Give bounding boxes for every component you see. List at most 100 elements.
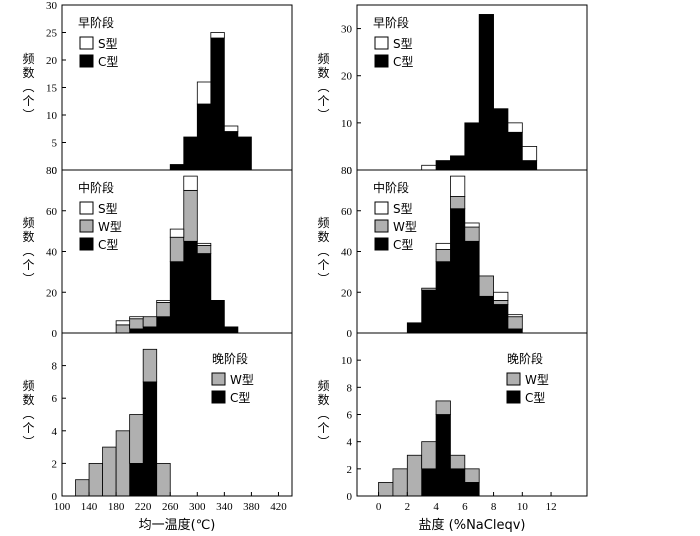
y-tick-label: 20 — [46, 287, 58, 299]
bar-C-6 — [464, 122, 480, 171]
bar-C-5 — [450, 208, 466, 334]
bar-C-4 — [435, 261, 451, 334]
bar-W-240 — [156, 302, 171, 318]
y-tick-label: 30 — [341, 24, 353, 36]
bar-W-280 — [183, 189, 198, 242]
bar-C-260 — [169, 164, 185, 171]
legend-label-W: W型 — [98, 220, 122, 234]
bar-C-280 — [183, 136, 198, 171]
bar-W-5 — [450, 454, 466, 470]
bar-C-4 — [435, 160, 451, 171]
bar-S-5 — [450, 175, 466, 197]
bar-W-4 — [435, 400, 451, 415]
panel-hom-late: 0 2 4 6 8 100 140 180 220 260 300 340 380 420 频数（个） 均一温… — [21, 332, 293, 533]
y-axis-label: 频数（个） — [21, 52, 35, 122]
bar-S-6 — [464, 222, 480, 228]
y-tick-label: 8 — [347, 382, 353, 394]
bar-S-4 — [435, 242, 451, 250]
bar-S-260 — [169, 228, 185, 238]
bar-W-0 — [378, 482, 394, 497]
y-tick-label: 15 — [46, 83, 58, 95]
x-tick-label: 12 — [546, 501, 557, 513]
y-tick-label: 20 — [341, 287, 353, 299]
stage-label: 晚阶段 — [212, 351, 248, 366]
bar-C-340 — [223, 131, 239, 171]
y-axis-label: 频数（个） — [21, 379, 35, 449]
panel-sal-late: 0 2 4 6 8 10 0 2 4 6 8 10 12 频数（个） 盐度 (%NaCleqv) 晚阶段 W型 C… — [316, 332, 588, 533]
legend-label-W: W型 — [230, 373, 254, 387]
y-tick-label: 20 — [46, 55, 58, 67]
stage-label: 早阶段 — [373, 15, 409, 30]
bar-W-200 — [129, 414, 144, 464]
bar-C-10 — [521, 160, 538, 171]
bar-C-5 — [450, 155, 466, 171]
legend-label-C: C型 — [230, 391, 250, 405]
bar-W-180 — [115, 324, 131, 334]
y-tick-label: 60 — [46, 206, 58, 218]
bar-S-300 — [196, 242, 212, 246]
y-tick-label: 0 — [347, 491, 353, 503]
legend-swatch-C — [79, 237, 94, 251]
x-tick-label: 380 — [243, 501, 260, 513]
bar-C-5 — [450, 468, 466, 497]
bar-C-4 — [435, 414, 451, 497]
bar-W-240 — [156, 462, 171, 497]
y-tick-label: 6 — [52, 393, 58, 405]
x-tick-label: 340 — [216, 501, 233, 513]
bar-W-220 — [142, 316, 158, 328]
bar-S-3 — [421, 164, 437, 171]
bar-S-320 — [210, 32, 225, 39]
y-tick-label: 10 — [341, 355, 353, 367]
bar-W-200 — [129, 318, 144, 330]
y-tick-label: 40 — [46, 247, 58, 259]
bar-C-7 — [478, 14, 494, 171]
legend-label-S: S型 — [393, 37, 413, 51]
bar-C-6 — [464, 482, 480, 497]
x-tick-label: 0 — [376, 501, 382, 513]
legend-swatch-C — [211, 390, 226, 404]
bar-W-8 — [493, 299, 509, 305]
bar-W-260 — [169, 236, 185, 263]
bar-C-220 — [142, 326, 158, 334]
bar-S-200 — [129, 316, 144, 320]
legend-label-S: S型 — [98, 37, 118, 51]
bar-W-120 — [75, 479, 90, 497]
y-tick-label: 0 — [347, 165, 353, 177]
bar-W-9 — [507, 316, 523, 330]
bar-W-140 — [88, 462, 103, 497]
bar-W-2 — [406, 454, 423, 497]
y-tick-label: 10 — [341, 118, 353, 130]
bar-W-3 — [421, 441, 437, 470]
bar-C-200 — [129, 328, 144, 334]
bar-C-3 — [421, 468, 437, 497]
bar-C-6 — [464, 240, 480, 334]
x-axis-label: 均一温度(℃) — [139, 517, 216, 533]
bar-C-9 — [507, 131, 523, 171]
bar-S-8 — [493, 291, 509, 301]
bar-C-2 — [406, 322, 423, 334]
bar-S-340 — [223, 125, 239, 132]
bar-W-160 — [102, 446, 117, 497]
bar-C-9 — [507, 328, 523, 334]
x-tick-label: 8 — [491, 501, 497, 513]
legend-swatch-S — [374, 201, 389, 215]
y-axis-label: 频数（个） — [316, 216, 330, 286]
bar-C-200 — [129, 462, 144, 497]
panel-sal-middle: 0 20 40 60 80 频数（个） 中阶段 S型 W型 C型 — [316, 165, 588, 340]
y-tick-label: 60 — [341, 206, 353, 218]
y-tick-label: 40 — [341, 247, 353, 259]
bar-C-220 — [142, 381, 158, 497]
x-tick-label: 220 — [135, 501, 152, 513]
x-tick-label: 140 — [81, 501, 98, 513]
bar-C-8 — [493, 108, 509, 171]
plot-frame — [61, 332, 293, 497]
x-tick-label: 10 — [517, 501, 529, 513]
bar-W-5 — [450, 196, 466, 210]
bar-W-7 — [478, 275, 494, 297]
legend-label-C: C型 — [393, 238, 413, 252]
y-tick-label: 25 — [46, 28, 58, 40]
stage-label: 晚阶段 — [507, 351, 543, 366]
bar-C-300 — [196, 253, 212, 334]
panel-hom-middle: 0 20 40 60 80 频数（个） 中阶段 S型 W型 C型 — [21, 165, 293, 340]
bar-C-3 — [421, 289, 437, 334]
